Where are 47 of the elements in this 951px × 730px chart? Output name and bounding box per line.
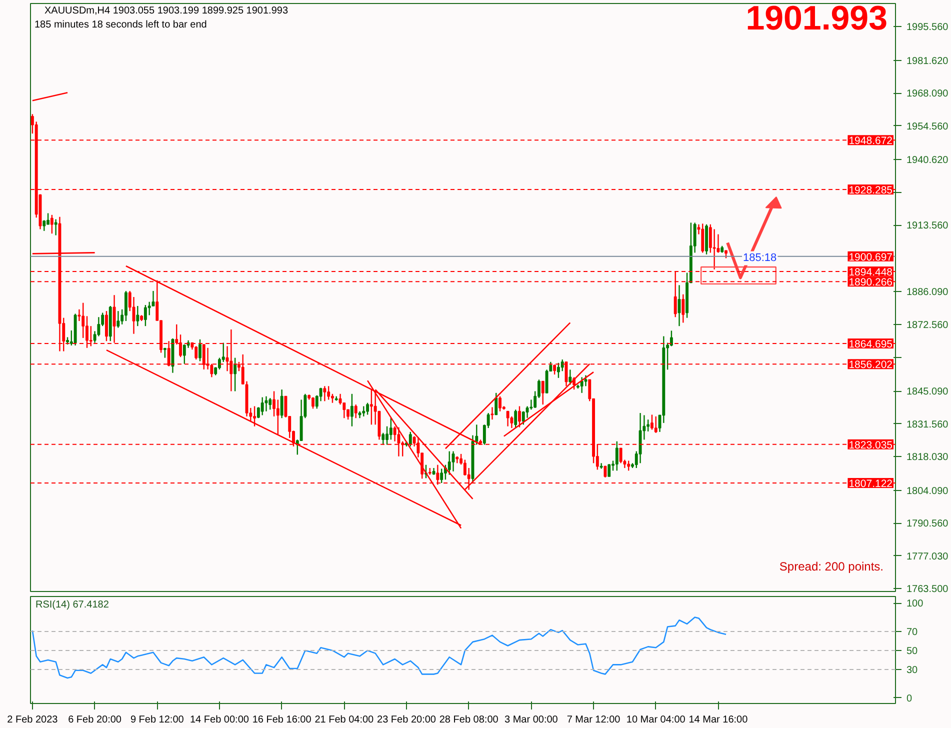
ref-line-label: 1807.122 xyxy=(848,478,893,490)
y-tick-label: 1831.560 xyxy=(906,419,949,430)
annotation: 185:18 xyxy=(743,252,777,264)
category-label: 14 Mar 16:00 xyxy=(688,714,748,726)
category-label: 16 Feb 16:00 xyxy=(252,714,312,726)
category-label: 9 Feb 12:00 xyxy=(130,714,184,726)
y-tick-label: 1818.030 xyxy=(906,452,949,464)
category-label: 21 Feb 04:00 xyxy=(314,714,374,726)
category-label: 7 Mar 12:00 xyxy=(566,714,620,726)
ref-line-label: 1890.266 xyxy=(848,276,893,289)
ref-line-label: 1928.285 xyxy=(848,184,893,197)
category-label: 14 Feb 00:00 xyxy=(190,714,249,726)
y-tick-label: 70 xyxy=(906,627,918,638)
ref-line-label: 1900.697 xyxy=(848,251,893,264)
y-tick-label: 0 xyxy=(906,693,912,704)
y-tick-label: 1981.620 xyxy=(906,56,949,67)
y-tick-label: 1804.090 xyxy=(906,486,949,497)
category-label: 2 Feb 2023 xyxy=(7,714,58,726)
annotation: XAUUSDm,H4 1903.055 1903.199 1899.925 1901.993 xyxy=(44,6,288,16)
chart-title: RSI(14) 67.4182 xyxy=(36,600,110,610)
category-label: 6 Feb 20:00 xyxy=(68,714,122,726)
ref-line-label: 1856.202 xyxy=(848,359,893,372)
annotation: 1901.993 xyxy=(746,0,888,38)
category-label: 10 Mar 04:00 xyxy=(626,714,686,726)
ref-line-label: 1894.448 xyxy=(848,266,893,278)
ref-line-label: 1823.035 xyxy=(848,439,893,452)
y-tick-label: 1954.560 xyxy=(906,121,949,132)
y-tick-label: 1995.560 xyxy=(906,22,949,34)
category-label: 3 Mar 00:00 xyxy=(504,714,558,726)
ref-line-label: 1864.695 xyxy=(848,338,893,351)
y-tick-label: 1845.090 xyxy=(906,386,949,398)
y-tick-label: 30 xyxy=(906,664,918,676)
y-tick-label: 1777.030 xyxy=(906,551,949,562)
y-tick-label: 100 xyxy=(906,598,924,610)
category-label: 28 Feb 08:00 xyxy=(439,714,498,726)
y-tick-label: 1763.500 xyxy=(906,584,949,596)
annotation: Spread: 200 points. xyxy=(779,560,884,574)
y-tick-label: 1790.560 xyxy=(906,518,949,530)
y-tick-label: 50 xyxy=(906,646,918,657)
y-tick-label: 1940.620 xyxy=(906,155,949,166)
annotation: 185 minutes 18 seconds left to bar end xyxy=(34,20,207,30)
ref-line-label: 1948.672 xyxy=(848,135,893,148)
y-tick-label: 1913.560 xyxy=(906,220,949,232)
category-label: 23 Feb 20:00 xyxy=(377,714,436,726)
y-tick-label: 1968.090 xyxy=(906,88,949,100)
y-tick-label: 1886.090 xyxy=(906,287,949,298)
y-tick-label: 1872.560 xyxy=(906,320,949,331)
